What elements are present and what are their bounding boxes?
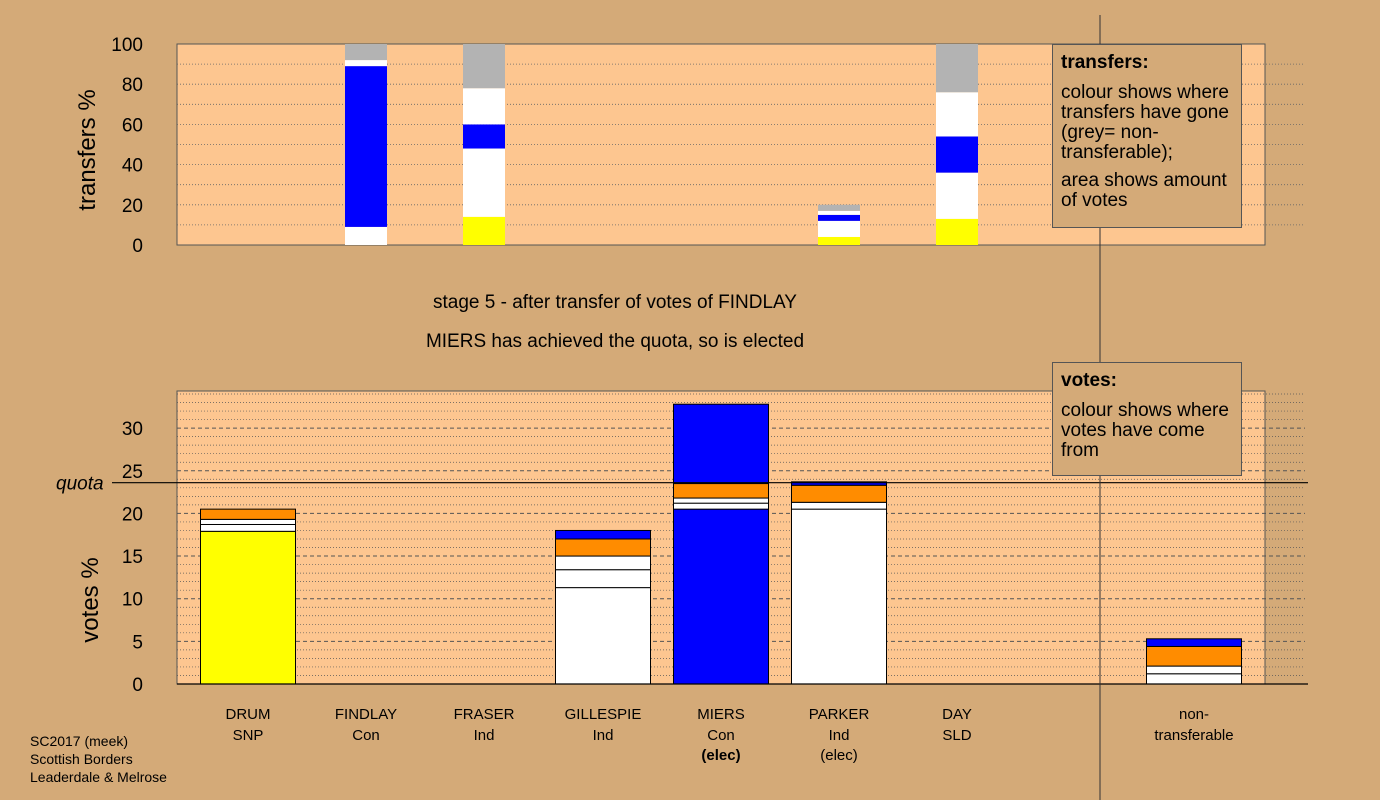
vote-segment [791,501,887,510]
transfer-segment [936,136,978,173]
candidate-name-label: FRASER [454,706,515,723]
votes-y-tick-label: 25 [122,462,143,483]
vote-segment [555,555,651,571]
vote-segment [555,538,651,557]
votes-note: votes: colour shows where votes have com… [1052,362,1242,476]
votes-y-tick-label: 10 [122,590,143,611]
candidate-name-label: DAY [942,706,972,723]
votes-y-tick-label: 0 [132,675,143,696]
vote-segment [791,481,887,486]
stage-subtitle: MIERS has achieved the quota, so is elec… [426,331,804,352]
vote-segment [791,484,887,503]
transfer-segment [463,44,505,89]
transfers-note: transfers: colour shows where transfers … [1052,44,1242,228]
transfer-segment [345,226,387,245]
transfer-segment [818,236,860,245]
vote-segment [200,523,296,532]
vote-segment [673,497,769,504]
footer-line: Scottish Borders [30,751,133,767]
candidate-name-label: MIERS [697,706,745,723]
candidate-party-label: Ind [593,727,614,744]
vote-segment [673,502,769,510]
vote-segment [1146,638,1242,647]
candidate-party-label: Ind [474,727,495,744]
candidate-name-label: GILLESPIE [565,706,642,723]
transfers-y-tick-label: 0 [132,236,143,257]
candidate-party-label: Ind [829,727,850,744]
transfer-segment [936,218,978,245]
transfer-segment [463,88,505,125]
transfers-y-axis-label: transfers % [74,89,101,210]
votes-note-title: votes: [1061,370,1117,391]
footer: SC2017 (meek) Scottish Borders Leaderdal… [30,732,167,786]
votes-y-tick-label: 20 [122,504,143,525]
transfers-note-line1: colour shows where transfers have gone (… [1061,82,1229,163]
transfer-segment [345,66,387,227]
vote-segment [555,529,651,540]
vote-segment [1146,665,1242,675]
vote-segment [200,530,296,685]
transfers-note-line2: area shows amount of votes [1061,170,1227,211]
transfers-y-tick-label: 100 [111,35,143,56]
transfer-segment [818,204,860,211]
transfer-segment [936,44,978,93]
vote-segment [673,483,769,499]
transfer-segment [818,210,860,215]
candidate-name-label: non- [1179,706,1209,723]
transfers-y-tick-label: 80 [122,75,143,96]
transfer-segment [818,220,860,237]
candidate-party-label: Con [352,727,380,744]
votes-y-tick-label: 15 [122,547,143,568]
transfers-y-tick-label: 40 [122,156,143,177]
vote-segment [1146,645,1242,667]
candidate-status-label: (elec) [820,747,858,764]
candidate-status-label: (elec) [701,747,740,764]
vote-segment [200,508,296,520]
candidate-party-label: SLD [942,727,971,744]
transfer-segment [463,148,505,217]
candidate-party-label: Con [707,727,735,744]
vote-segment [200,518,296,525]
footer-line: SC2017 (meek) [30,733,129,749]
votes-y-tick-label: 30 [122,419,143,440]
candidate-name-label: PARKER [809,706,870,723]
transfer-segment [463,124,505,149]
votes-note-line1: colour shows where votes have come from [1061,400,1229,461]
transfer-segment [936,92,978,137]
transfer-segment [936,172,978,219]
vote-segment [1146,673,1242,685]
transfers-y-tick-label: 60 [122,115,143,136]
vote-segment [673,403,769,485]
vote-segment [791,508,887,685]
candidate-party-label: SNP [233,727,264,744]
votes-y-axis-label: votes % [77,557,104,642]
transfers-note-title: transfers: [1061,52,1149,73]
vote-segment [673,508,769,685]
footer-line: Leaderdale & Melrose [30,769,167,785]
transfer-segment [818,214,860,221]
vote-segment [555,587,651,685]
transfer-segment [463,216,505,245]
transfer-segment [345,60,387,67]
vote-segment [555,569,651,589]
transfers-y-tick-label: 20 [122,196,143,217]
stage-title: stage 5 - after transfer of votes of FIN… [433,292,797,313]
quota-label: quota [56,474,104,495]
candidate-name-label: FINDLAY [335,706,397,723]
transfer-segment [345,44,387,61]
candidate-party-label: transferable [1154,727,1233,744]
votes-y-tick-label: 5 [132,632,143,653]
candidate-name-label: DRUM [226,706,271,723]
